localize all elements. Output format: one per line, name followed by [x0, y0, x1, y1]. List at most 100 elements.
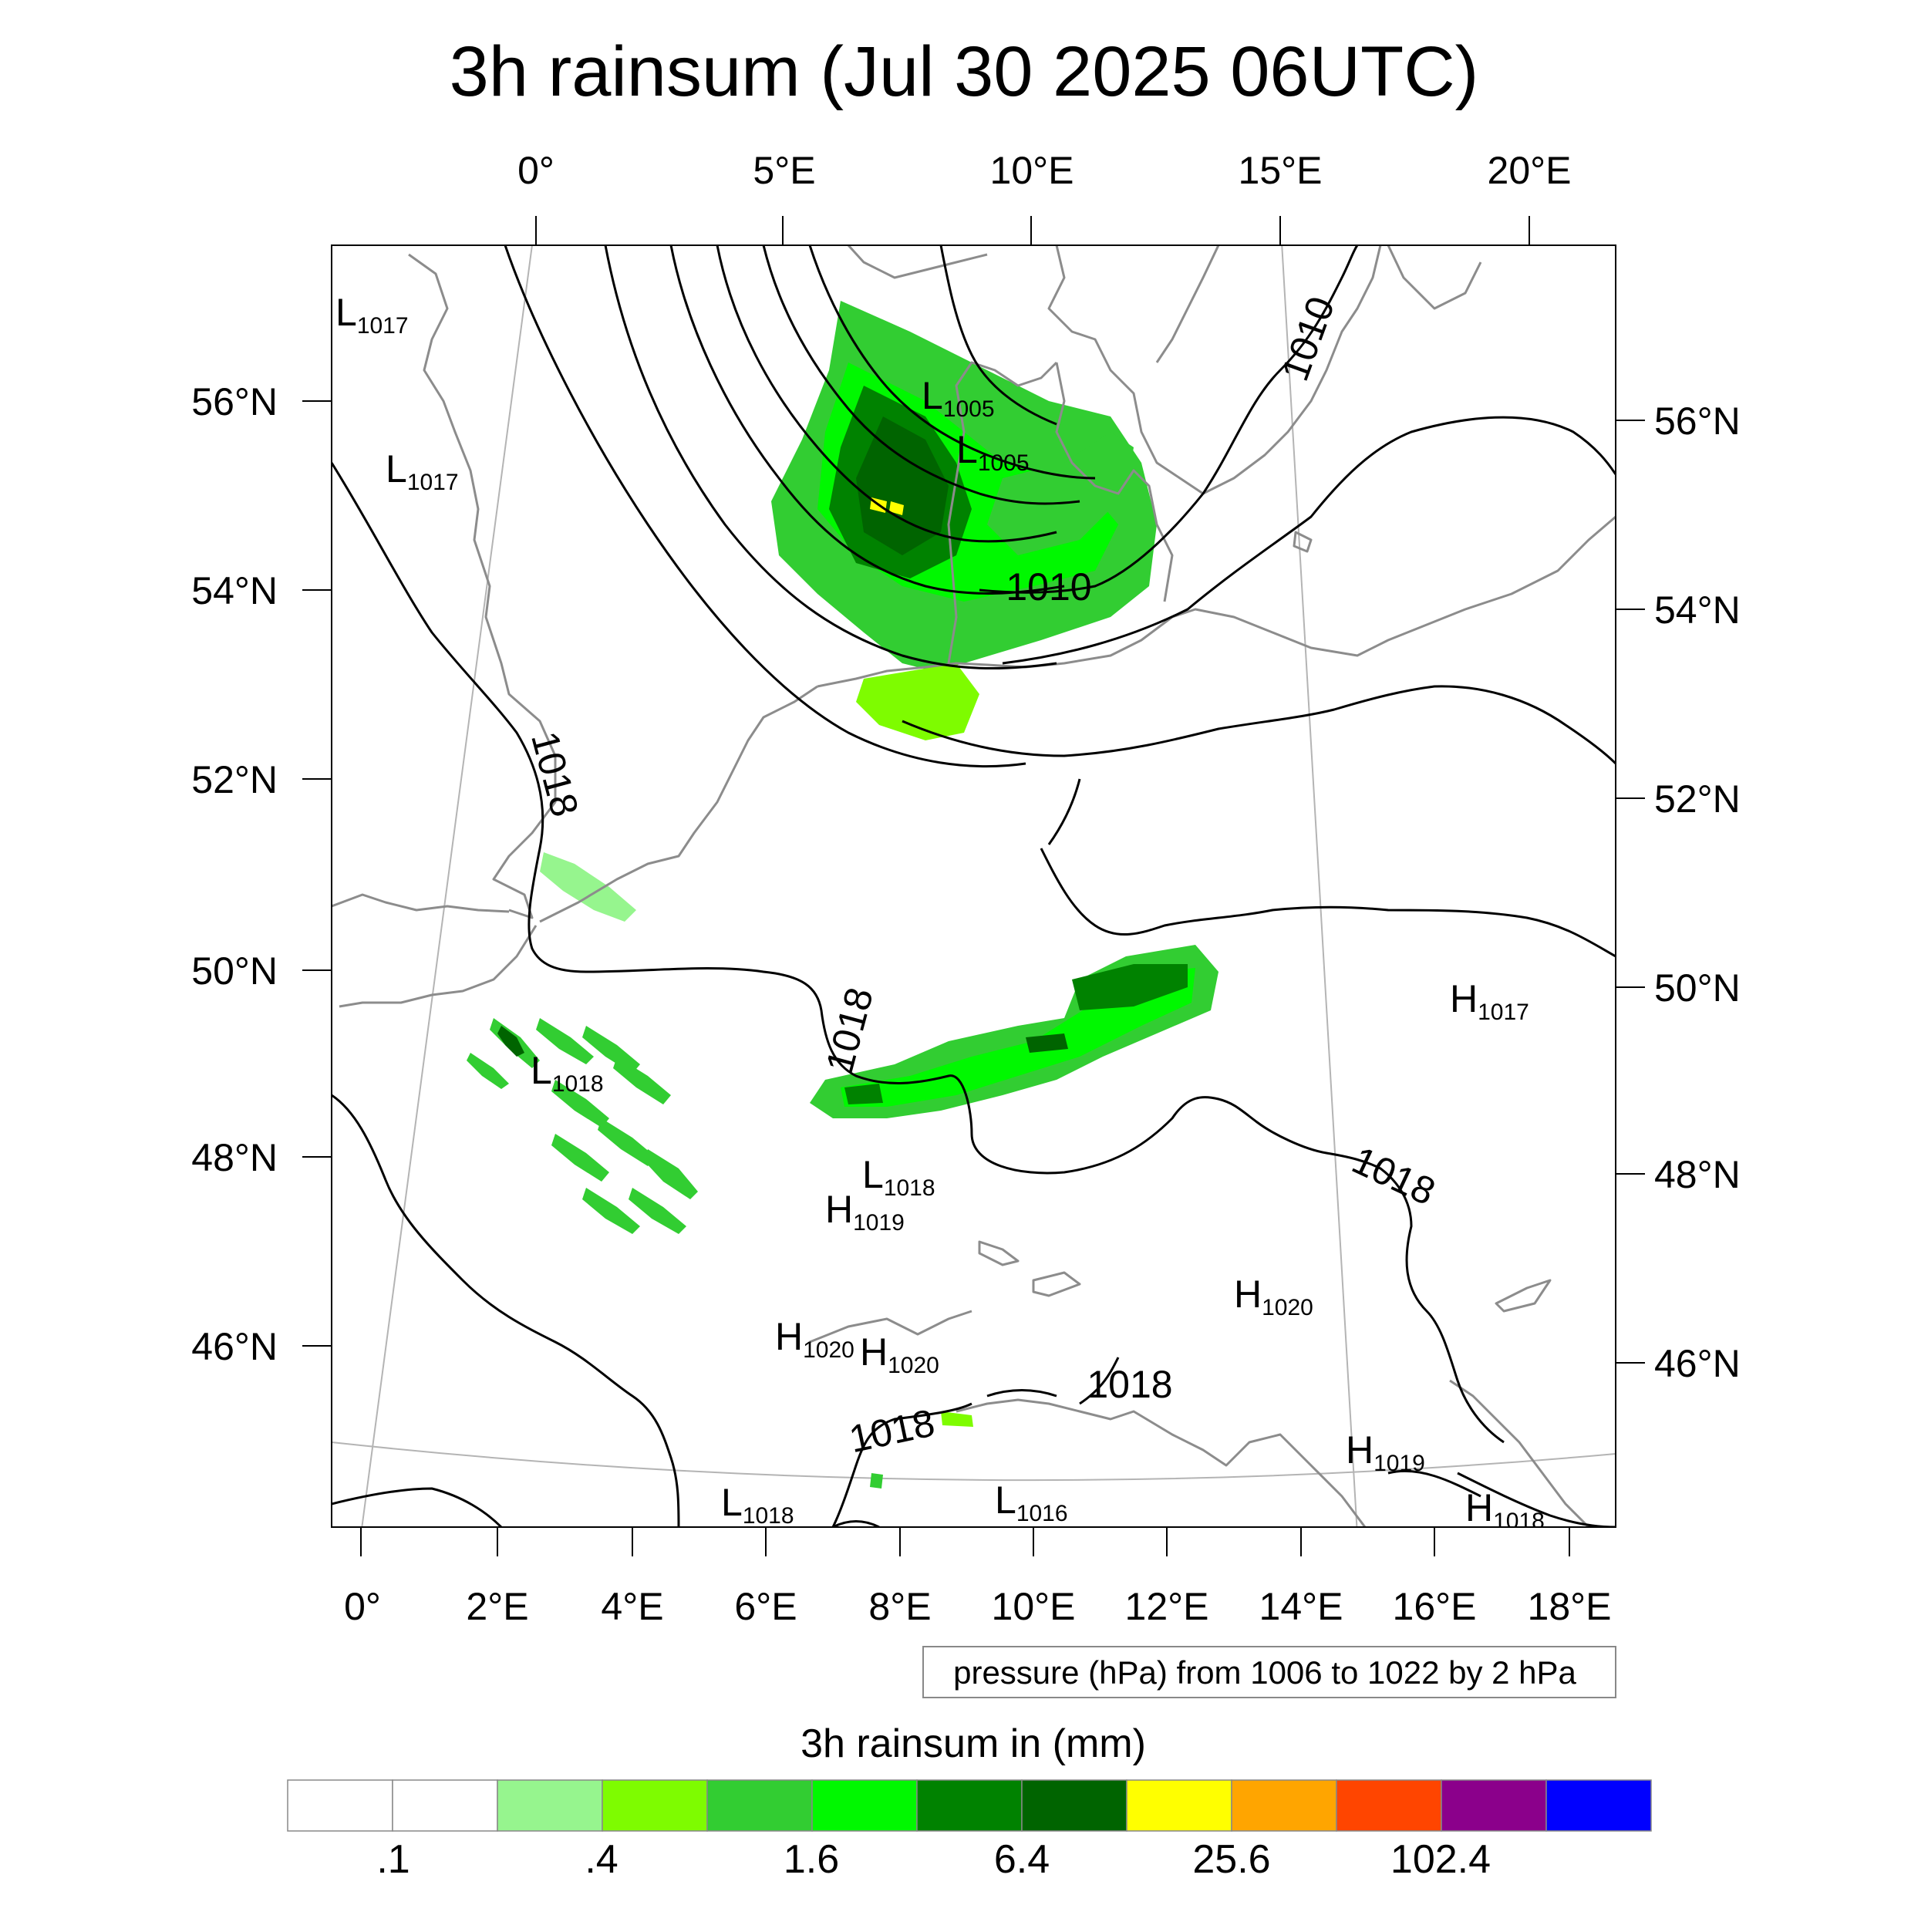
pressure-center: H1018 [1465, 1486, 1545, 1534]
isobar-3 [669, 245, 1065, 595]
info-box-text: pressure (hPa) from 1006 to 1022 by 2 hP… [953, 1654, 1576, 1691]
lon-label-bottom: 4°E [601, 1585, 663, 1628]
coastline-sweden-inner [1155, 245, 1220, 363]
rain-area-denmark-east [987, 432, 1134, 555]
isobars [332, 245, 1616, 1527]
coastline-benelux [539, 685, 818, 923]
rain-area-france-streaks [467, 1018, 698, 1234]
lon-label-bottom: 12°E [1125, 1585, 1209, 1628]
legend-tick-label: 1.6 [784, 1837, 839, 1882]
legend-tick-label: .1 [376, 1837, 410, 1882]
pressure-center: L1018 [721, 1481, 794, 1529]
pressure-center: H1020 [1234, 1273, 1313, 1320]
contour-label: 1018 [817, 983, 881, 1077]
isobar-9 [1002, 416, 1616, 665]
lon-labels-top: 0° 5°E 10°E 15°E 20°E [517, 149, 1571, 192]
pressure-center: L1017 [386, 447, 459, 495]
isobar-15 [332, 1487, 503, 1527]
lat-label-left: 52°N [191, 758, 278, 801]
coastline-italy [956, 1398, 1367, 1527]
rain-area-france-streak-dark [497, 1026, 524, 1057]
pressure-center: L1018 [531, 1049, 604, 1097]
rain-area-germany-coast [856, 663, 979, 740]
isobar-11 [332, 462, 1505, 1444]
rain-areas [467, 301, 1218, 1489]
map-title: 3h rainsum (Jul 30 2025 06UTC) [449, 32, 1479, 111]
meridian-15e [1281, 245, 1358, 1527]
coastline-switzerland [809, 1310, 972, 1344]
contour-label: 1018 [523, 727, 587, 821]
coastline-lake-1 [978, 1240, 1020, 1266]
pressure-center: L1017 [335, 291, 409, 339]
pressure-center: L1005 [922, 374, 995, 422]
contour-label: 1018 [1346, 1138, 1441, 1214]
rain-area-northsea-yellow-2 [889, 501, 904, 515]
coastline-baltic [1387, 245, 1482, 310]
lon-label-top: 0° [517, 149, 554, 192]
lon-label-top: 10°E [990, 149, 1074, 192]
lon-label-top: 5°E [753, 149, 815, 192]
legend-tick-label: .4 [585, 1837, 618, 1882]
legend-tick-label: 6.4 [994, 1837, 1050, 1882]
lat-label-left: 50°N [191, 949, 278, 993]
isobar-20 [1387, 1469, 1481, 1498]
lat-label-left: 46°N [191, 1325, 278, 1368]
contour-label: 1010 [1273, 291, 1343, 386]
lat-labels-right: 56°N 54°N 52°N 50°N 48°N 46°N [1654, 400, 1741, 1385]
contour-label: 1018 [1087, 1363, 1172, 1406]
lon-labels-bottom: 0° 2°E 4°E 6°E 8°E 10°E 12°E 14°E 16°E 1… [344, 1585, 1611, 1628]
legend-color-box [1021, 1779, 1127, 1832]
isobar-13 [1047, 778, 1081, 845]
lat-label-left: 48°N [191, 1136, 278, 1179]
pressure-center: L1016 [995, 1479, 1068, 1526]
coastline-norway [847, 245, 988, 279]
contour-label: 1010 [1006, 565, 1091, 609]
legend-color-boxes [287, 1779, 1652, 1832]
isobar-1 [504, 245, 1026, 768]
lat-label-left: 56°N [191, 380, 278, 423]
info-box: pressure (hPa) from 1006 to 1022 by 2 hP… [922, 1646, 1616, 1698]
coastline-england-south [332, 893, 510, 913]
legend-color-box [706, 1779, 813, 1832]
isobar-19 [1457, 1472, 1616, 1527]
isobar-16 [831, 1402, 972, 1527]
lat-label-right: 50°N [1654, 966, 1741, 1010]
lat-label-right: 48°N [1654, 1153, 1741, 1196]
lon-label-bottom: 8°E [868, 1585, 931, 1628]
lon-label-bottom: 0° [344, 1585, 381, 1628]
legend-color-box [1441, 1779, 1547, 1832]
rain-area-central-band-west [844, 1084, 883, 1104]
legend-color-box [1126, 1779, 1232, 1832]
lat-label-right: 46°N [1654, 1342, 1741, 1385]
isobar-14 [332, 1094, 680, 1527]
legend-color-box [1545, 1779, 1652, 1832]
isobar-6 [808, 245, 1096, 480]
isobar-5 [762, 245, 1080, 505]
meridian-0 [361, 245, 533, 1527]
pressure-center: H1017 [1450, 977, 1529, 1025]
pressure-center: H1019 [825, 1188, 905, 1236]
coastline-lake-2 [1032, 1271, 1081, 1297]
lon-label-bottom: 2°E [466, 1585, 528, 1628]
isobar-10 [902, 685, 1616, 765]
lon-label-top: 15°E [1239, 149, 1323, 192]
rain-area-central-band-dark [1072, 964, 1188, 1010]
coastline-france-north [339, 925, 538, 1008]
isobar-17 [986, 1389, 1057, 1398]
coastline-adriatic [1449, 1379, 1590, 1527]
rain-area-channel-streak [540, 852, 636, 922]
pressure-center: H1020 [775, 1315, 854, 1363]
parallel-45n [332, 1441, 1616, 1482]
legend-color-box [1336, 1779, 1442, 1832]
pressure-center: L1018 [862, 1153, 935, 1201]
legend-color-box [602, 1779, 708, 1832]
lon-label-bottom: 18°E [1528, 1585, 1612, 1628]
lat-labels-left: 56°N 54°N 52°N 50°N 48°N 46°N [191, 380, 278, 1368]
isobar-7 [939, 245, 1057, 426]
rain-area-central-band-darker [1026, 1033, 1068, 1053]
isobar-12 [1040, 848, 1616, 958]
graticule [332, 245, 1616, 1527]
legend-title: 3h rainsum in (mm) [801, 1721, 1146, 1766]
coastline-island-bornholm [1293, 531, 1313, 553]
lat-label-right: 56°N [1654, 400, 1741, 443]
